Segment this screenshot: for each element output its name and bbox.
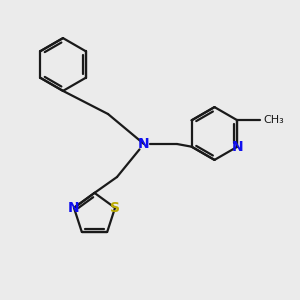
Text: N: N	[232, 140, 243, 154]
Text: CH₃: CH₃	[263, 115, 284, 125]
Text: N: N	[68, 201, 80, 215]
Text: N: N	[138, 137, 150, 151]
Text: S: S	[110, 201, 120, 215]
